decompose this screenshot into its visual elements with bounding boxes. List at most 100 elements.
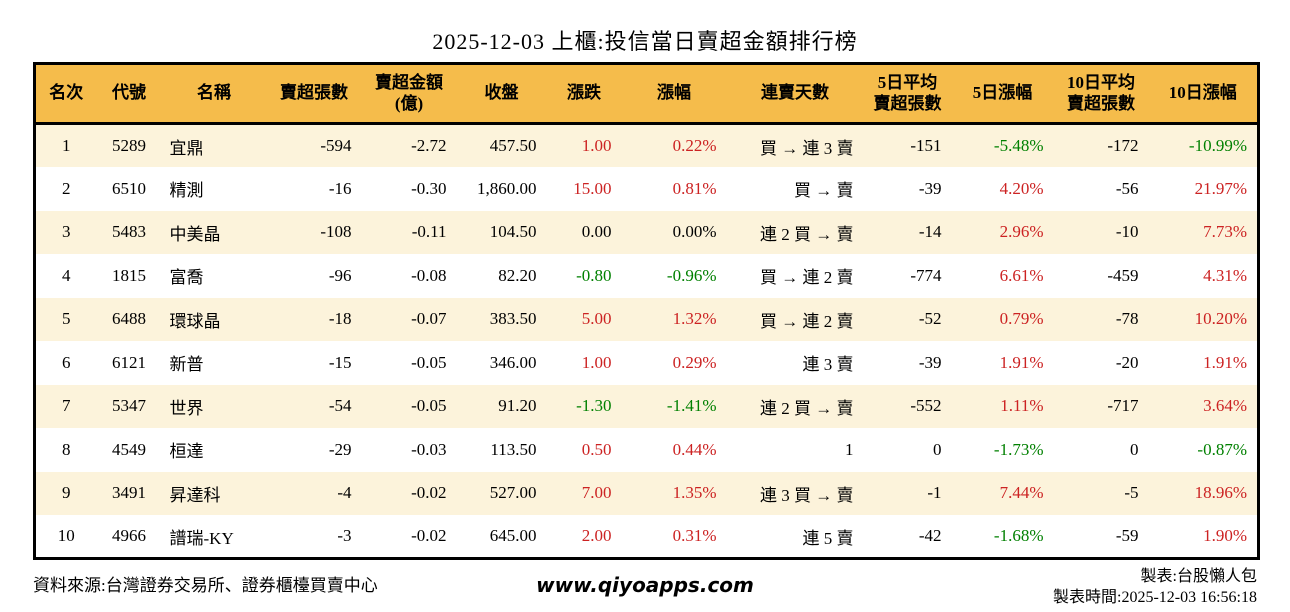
cell-rank: 10	[57, 526, 75, 545]
cell-price-change: -1.30	[576, 396, 612, 416]
footer: 資料來源:台灣證券交易所、證券櫃檯買賣中心 www.qiyoapps.com 製…	[33, 566, 1257, 608]
cell-stock-code: 6121	[112, 352, 146, 372]
cell-stock-code: 5483	[112, 222, 146, 242]
cell-change-percent: 0.22%	[672, 136, 717, 155]
table-row: 2 6510 精測 -16 -0.30 1,860.00 15.00 0.81% 買 → 賣 -3…	[35, 167, 1259, 211]
column-header-avg5-net-sell-shares: 5日平均 賣超張數	[863, 63, 952, 125]
column-header-net-sell-amount: 賣超金額 (億)	[361, 63, 457, 125]
cell-close-price: 346.00	[489, 352, 537, 372]
cell-net-sell-shares: -4	[337, 483, 352, 503]
cell-stock-name: 富喬	[169, 268, 204, 288]
cell-change-percent: 0.81%	[672, 178, 717, 198]
cell-change-percent-10d: 1.91%	[1203, 352, 1247, 372]
column-header-net-sell-shares: 賣超張數	[266, 63, 362, 125]
cell-sell-streak: 連 3 買 → 賣	[760, 485, 854, 505]
cell-price-change: 0.00	[581, 222, 612, 242]
cell-avg5-net-sell-shares: 0	[933, 439, 942, 459]
cell-price-change: 5.00	[581, 309, 612, 329]
data-source-note: 資料來源:台灣證券交易所、證券櫃檯買賣中心	[33, 576, 378, 595]
ranking-table: 名次 代號 名稱 賣超張數 賣超金額 (億) 收盤 漲跌 漲幅 連賣天數 5日平均 賣超張數 5日漲幅 1…	[33, 62, 1260, 560]
cell-close-price: 113.50	[490, 439, 537, 459]
column-header-price-change: 漲跌	[546, 63, 622, 125]
cell-net-sell-amount: -0.07	[411, 309, 447, 329]
cell-sell-streak: 連 5 賣	[802, 528, 854, 548]
cell-change-percent-10d: -10.99%	[1188, 136, 1247, 155]
cell-sell-streak: 1	[845, 439, 854, 459]
table-header-row: 名次 代號 名稱 賣超張數 賣超金額 (億) 收盤 漲跌 漲幅 連賣天數 5日平均 賣超張數 5日漲幅 1…	[34, 63, 1259, 125]
cell-stock-code: 5289	[112, 136, 146, 155]
cell-avg5-net-sell-shares: -42	[918, 526, 942, 545]
table-row: 5 6488 環球晶 -18 -0.07 383.50 5.00 1.32% 買 → 連 2 賣…	[34, 297, 1259, 341]
cell-avg5-net-sell-shares: -39	[918, 352, 942, 372]
cell-price-change: -0.80	[576, 265, 612, 285]
cell-rank: 3	[62, 222, 71, 242]
cell-sell-streak: 買 → 賣	[794, 181, 854, 201]
cell-close-price: 527.00	[489, 483, 537, 503]
cell-net-sell-amount: -0.30	[411, 178, 447, 198]
cell-change-percent-5d: 7.44%	[999, 483, 1044, 503]
column-header-avg10-net-sell-shares: 10日平均 賣超張數	[1053, 63, 1149, 125]
cell-close-price: 91.20	[498, 396, 537, 416]
cell-avg5-net-sell-shares: -14	[918, 222, 942, 242]
cell-net-sell-amount: -0.05	[411, 352, 447, 372]
cell-change-percent-10d: 4.31%	[1203, 265, 1247, 285]
made-time: 製表時間:2025-12-03 16:56:18	[1053, 589, 1257, 606]
cell-avg10-net-sell-shares: -59	[1115, 526, 1139, 545]
cell-stock-name: 桓達	[169, 442, 204, 462]
column-header-rank: 名次	[34, 63, 97, 125]
table-row: 10 4966 譜瑞-KY -3 -0.02 645.00 2.00 0.31% 連 5 賣 -4…	[35, 515, 1259, 559]
cell-stock-code: 5347	[112, 396, 146, 416]
cell-avg5-net-sell-shares: -552	[910, 396, 942, 416]
cell-change-percent: -0.96%	[666, 265, 717, 285]
cell-price-change: 1.00	[581, 136, 612, 155]
cell-change-percent-10d: -0.87%	[1197, 439, 1247, 459]
cell-avg10-net-sell-shares: -717	[1107, 396, 1139, 416]
cell-sell-streak: 買 → 連 3 賣	[760, 138, 854, 158]
table-row: 4 1815 富喬 -96 -0.08 82.20 -0.80 -0.96% 買 → 連 2 賣…	[35, 254, 1259, 298]
cell-change-percent-10d: 10.20%	[1194, 309, 1247, 329]
cell-avg5-net-sell-shares: -774	[910, 265, 942, 285]
cell-change-percent: 0.31%	[672, 526, 717, 545]
cell-price-change: 1.00	[581, 352, 612, 372]
cell-net-sell-shares: -18	[328, 309, 352, 329]
cell-change-percent: 0.29%	[672, 352, 717, 372]
cell-rank: 5	[62, 309, 71, 329]
cell-net-sell-shares: -3	[337, 526, 352, 545]
cell-avg10-net-sell-shares: -56	[1115, 178, 1139, 198]
cell-change-percent-10d: 1.90%	[1203, 526, 1247, 545]
column-header-change-percent-10d: 10日漲幅	[1148, 63, 1259, 125]
cell-close-price: 104.50	[489, 222, 537, 242]
cell-change-percent-5d: -5.48%	[993, 136, 1044, 155]
cell-net-sell-amount: -0.05	[411, 396, 447, 416]
website-url: www.qiyoapps.com	[536, 573, 754, 597]
credits: 製表:台股懶人包 製表時間:2025-12-03 16:56:18	[754, 566, 1257, 608]
cell-rank: 6	[62, 352, 71, 372]
cell-price-change: 15.00	[573, 178, 612, 198]
cell-stock-name: 中美晶	[169, 224, 221, 244]
cell-avg5-net-sell-shares: -52	[918, 309, 942, 329]
cell-change-percent-5d: 2.96%	[999, 222, 1044, 242]
cell-avg10-net-sell-shares: -10	[1115, 222, 1139, 242]
cell-stock-name: 譜瑞-KY	[169, 528, 234, 548]
cell-change-percent-5d: 4.20%	[999, 178, 1044, 198]
cell-change-percent-5d: 1.11%	[1000, 396, 1044, 416]
cell-net-sell-amount: -0.02	[411, 483, 447, 503]
cell-stock-code: 3491	[112, 483, 146, 503]
table-row: 9 3491 昇達科 -4 -0.02 527.00 7.00 1.35% 連 3 買 → 賣 -…	[34, 471, 1259, 515]
cell-stock-code: 6510	[112, 178, 146, 198]
cell-avg10-net-sell-shares: -172	[1107, 136, 1139, 155]
cell-stock-name: 精測	[169, 181, 204, 201]
table-row: 1 5289 宜鼎 -594 -2.72 457.50 1.00 0.22% 買 → 連 3 賣…	[34, 123, 1259, 167]
cell-stock-name: 宜鼎	[169, 138, 204, 158]
cell-change-percent-5d: 1.91%	[999, 352, 1044, 372]
cell-rank: 7	[62, 396, 71, 416]
cell-stock-code: 6488	[112, 309, 146, 329]
cell-close-price: 383.50	[489, 309, 537, 329]
cell-avg10-net-sell-shares: -20	[1115, 352, 1139, 372]
cell-change-percent-5d: -1.73%	[993, 439, 1044, 459]
cell-change-percent-5d: 0.79%	[999, 309, 1044, 329]
cell-avg5-net-sell-shares: -39	[918, 178, 942, 198]
table-row: 3 5483 中美晶 -108 -0.11 104.50 0.00 0.00% 連 2 買 → …	[34, 210, 1259, 254]
column-header-change-percent: 漲幅	[621, 63, 727, 125]
cell-rank: 9	[62, 483, 71, 503]
